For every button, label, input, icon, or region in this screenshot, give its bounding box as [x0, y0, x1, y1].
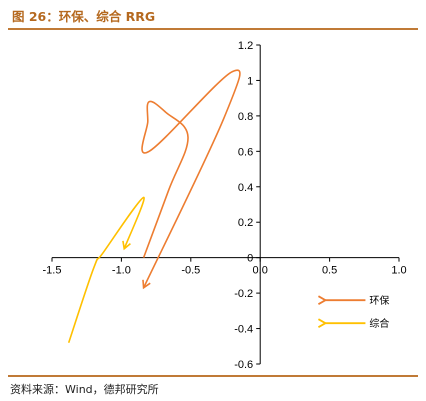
y-tick-label: -0.6	[234, 359, 253, 371]
series-line-0	[141, 69, 241, 290]
y-tick-label: -0.4	[234, 324, 253, 336]
y-tick-label: 0.8	[238, 111, 253, 123]
y-tick-label: 0.2	[238, 217, 253, 229]
y-tick-label: 0.4	[238, 182, 253, 194]
y-tick-label: -0.2	[234, 288, 253, 300]
axes-group: -1.5 -1.0 -0.5 0.0 0.5 1.0 -0.6 -0.4 -0.2 0 0.2 0.4…	[43, 40, 407, 371]
y-tick-label: 0.6	[238, 146, 253, 158]
chart-title: 图 26：环保、综合 RRG	[12, 9, 156, 24]
series-line-1	[67, 196, 145, 343]
x-tick-label: -1.5	[43, 265, 62, 277]
x-tick-label: 0.5	[322, 265, 337, 277]
y-tick-label: 1.2	[238, 40, 253, 52]
x-tick-label: 1.0	[391, 265, 406, 277]
series-layer	[67, 69, 241, 343]
title-divider	[8, 28, 418, 30]
x-tick-label: -0.5	[181, 265, 200, 277]
x-tick-label: 0.0	[253, 265, 268, 277]
x-tick-label: -1.0	[112, 265, 131, 277]
y-tick-label: 1	[247, 75, 253, 87]
y-tick-label: 0	[247, 253, 253, 265]
legend-label: 环保	[369, 294, 389, 307]
source-note: 资料来源：Wind，德邦研究所	[10, 383, 159, 396]
source-divider	[8, 375, 418, 377]
legend-label: 综合	[369, 317, 389, 330]
